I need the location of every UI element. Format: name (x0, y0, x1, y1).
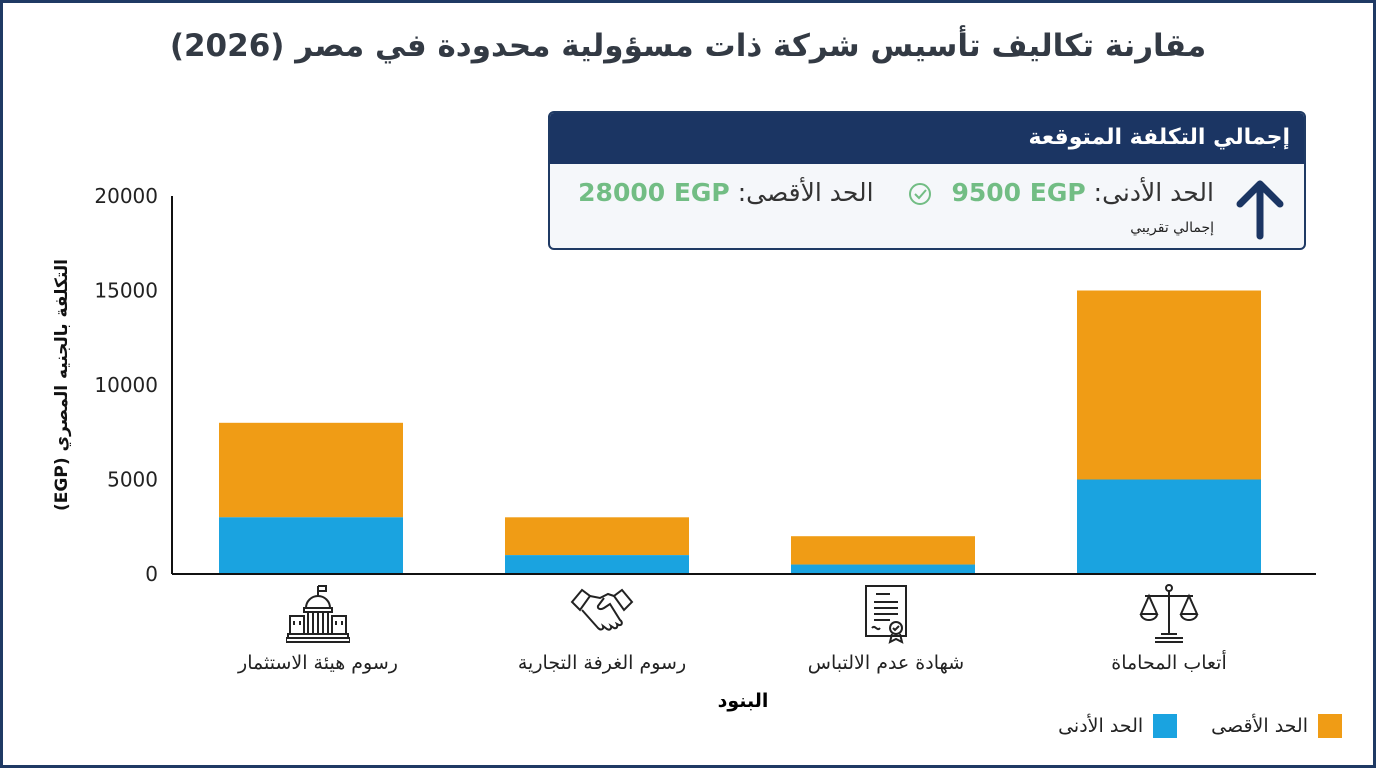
legend-label-max: الحد الأقصى (1211, 715, 1308, 737)
legend: الحد الأقصى الحد الأدنى (1024, 714, 1342, 738)
bar-min-segment (219, 517, 403, 574)
legend-label-min: الحد الأدنى (1058, 715, 1144, 737)
category-label: رسوم هيئة الاستثمار (238, 652, 398, 674)
y-tick-label: 15000 (94, 279, 158, 303)
max-label: الحد الأقصى: (737, 178, 874, 207)
card-header: إجمالي التكلفة المتوقعة (550, 113, 1304, 164)
total-cost-card: إجمالي التكلفة المتوقعة الحد الأدنى: 950… (548, 111, 1306, 250)
category-label: شهادة عدم الالتباس (807, 652, 965, 674)
category-label: أتعاب المحاماة (1111, 652, 1227, 674)
handshake-icon (570, 588, 634, 631)
approx-note: إجمالي تقريبي (1130, 220, 1214, 236)
bar-max-segment (219, 422, 403, 518)
chart-title: مقارنة تكاليف تأسيس شركة ذات مسؤولية محد… (169, 28, 1207, 64)
bar-chart: 0 5000 10000 15000 20000 (94, 184, 1316, 586)
government-building-icon (286, 585, 350, 643)
y-tick-label: 0 (145, 562, 158, 586)
arrow-up-icon (1236, 180, 1284, 240)
y-tick-label: 5000 (107, 468, 158, 492)
certificate-icon (865, 585, 907, 644)
check-circle-icon (908, 183, 931, 205)
bar-max-segment (1077, 290, 1261, 480)
min-value: 9500 EGP (951, 178, 1086, 207)
max-value: 28000 EGP (578, 178, 730, 207)
min-label: الحد الأدنى: (1093, 178, 1214, 207)
legend-swatch-min (1153, 714, 1178, 738)
y-tick-label: 10000 (94, 373, 158, 397)
scales-of-justice-icon (1139, 584, 1199, 643)
legend-swatch-max (1318, 714, 1342, 738)
bar-min-segment (1077, 479, 1261, 574)
bar-max-segment (505, 517, 689, 556)
x-axis-label: البنود (717, 690, 769, 712)
bar-min-segment (505, 555, 689, 574)
legend-item-min: الحد الأدنى (1058, 714, 1178, 738)
category-label: رسوم الغرفة التجارية (517, 652, 687, 674)
bar-min-segment (791, 564, 975, 574)
bar-max-segment (791, 536, 975, 565)
legend-item-max: الحد الأقصى (1211, 714, 1342, 738)
y-tick-label: 20000 (94, 184, 158, 208)
